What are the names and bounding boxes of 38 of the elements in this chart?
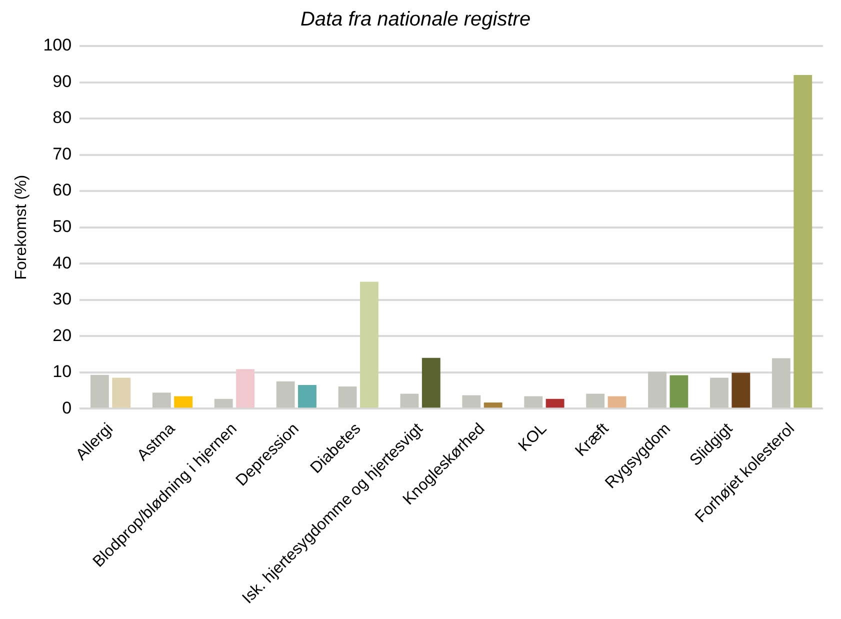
bar [422,358,440,408]
bar [772,358,790,408]
y-tick-label: 40 [52,253,72,272]
bar [90,374,109,408]
bar [112,378,131,408]
bar [360,282,378,408]
y-tick-label: 80 [52,108,72,128]
y-axis-title: Forekomst (%) [13,174,30,280]
bar [276,381,295,408]
y-tick-label: 60 [52,180,72,200]
bar [670,375,688,408]
bar [400,394,419,408]
bar [236,369,255,408]
bar [546,398,564,408]
bar [174,396,193,408]
bar [214,398,233,408]
y-tick-label: 50 [52,216,72,236]
bar [462,395,481,408]
bar [732,372,750,408]
bar [524,396,543,408]
y-tick-label: 100 [43,36,72,55]
bar [338,386,357,408]
y-tick-label: 30 [52,290,72,309]
bar [152,392,171,408]
bar [608,396,626,408]
chart-subtitle: Data fra nationale registre [300,8,531,31]
bar [586,394,605,408]
y-tick-label: 90 [52,72,72,91]
bar [794,75,812,408]
bar [298,385,316,408]
bar [484,402,502,408]
bar [710,378,728,408]
y-tick-label: 20 [52,326,72,345]
y-tick-label: 0 [62,398,72,418]
y-tick-label: 10 [52,362,72,382]
x-tick-label: KOL [515,420,550,455]
bar [648,372,666,408]
y-tick-label: 70 [52,144,72,164]
